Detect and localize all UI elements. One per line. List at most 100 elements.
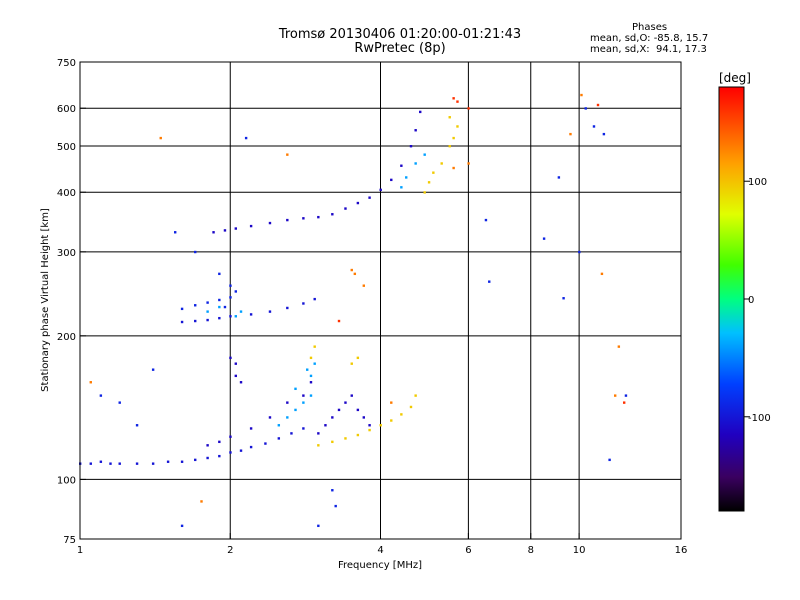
data-point bbox=[368, 196, 371, 199]
data-point bbox=[229, 435, 232, 438]
data-point bbox=[118, 462, 121, 465]
data-point bbox=[223, 229, 227, 232]
x-tick-label: 16 bbox=[675, 545, 688, 556]
phase-statistics: Phases mean, sd,O: -85.8, 15.7 mean, sd,… bbox=[590, 22, 790, 55]
data-point bbox=[229, 315, 232, 318]
data-point bbox=[368, 428, 371, 432]
y-tick-label: 100 bbox=[57, 475, 76, 486]
colorbar-unit: [deg] bbox=[719, 71, 751, 85]
data-point bbox=[569, 132, 572, 136]
data-point bbox=[344, 207, 347, 210]
data-point bbox=[337, 408, 341, 412]
data-point bbox=[467, 162, 470, 165]
data-point bbox=[309, 381, 313, 384]
data-point bbox=[337, 319, 341, 323]
data-point bbox=[194, 304, 197, 307]
data-point bbox=[608, 458, 611, 462]
data-point bbox=[99, 460, 103, 463]
data-point bbox=[578, 250, 581, 254]
x-tick-label: 10 bbox=[573, 545, 586, 556]
x-tick-label: 1 bbox=[77, 545, 83, 556]
data-point bbox=[302, 427, 305, 430]
data-point bbox=[390, 178, 393, 182]
data-point bbox=[613, 394, 617, 397]
data-point bbox=[302, 217, 305, 220]
colorbar-tick-label: 0 bbox=[748, 295, 754, 306]
data-point bbox=[286, 306, 289, 310]
data-point bbox=[452, 97, 455, 100]
data-point bbox=[390, 419, 393, 422]
data-point bbox=[456, 125, 459, 128]
data-point bbox=[331, 416, 334, 419]
data-point bbox=[617, 345, 621, 348]
colorbar-tick-label: 100 bbox=[748, 177, 767, 188]
data-point bbox=[118, 401, 121, 404]
data-point bbox=[317, 215, 320, 219]
data-point bbox=[180, 307, 184, 311]
data-point bbox=[409, 144, 413, 148]
data-point bbox=[400, 164, 403, 167]
data-point bbox=[229, 356, 232, 360]
data-point bbox=[356, 356, 360, 360]
data-point bbox=[180, 320, 184, 324]
data-point bbox=[313, 345, 316, 348]
data-point bbox=[317, 524, 320, 528]
data-point bbox=[135, 462, 139, 465]
data-point bbox=[89, 462, 92, 465]
data-point bbox=[414, 162, 417, 165]
data-point bbox=[99, 394, 103, 397]
data-point bbox=[135, 424, 139, 427]
data-point bbox=[414, 129, 417, 132]
data-point bbox=[557, 176, 561, 179]
y-tick-label: 300 bbox=[57, 248, 76, 259]
chart-title: Tromsø 20130406 01:20:00-01:21:43 bbox=[278, 27, 522, 42]
data-point bbox=[166, 460, 170, 463]
x-tick-label: 2 bbox=[227, 545, 233, 556]
data-point bbox=[286, 218, 289, 222]
data-point bbox=[109, 462, 112, 465]
colorbar-tick-label: -100 bbox=[748, 413, 771, 424]
data-point bbox=[542, 237, 546, 240]
data-point bbox=[218, 305, 221, 309]
data-point bbox=[317, 432, 320, 435]
data-point bbox=[286, 416, 289, 419]
data-point bbox=[302, 302, 305, 305]
data-point bbox=[234, 290, 238, 293]
data-point bbox=[277, 437, 281, 440]
data-point bbox=[212, 231, 215, 234]
data-point bbox=[286, 401, 289, 404]
y-tick-label: 500 bbox=[57, 142, 76, 153]
data-point bbox=[467, 107, 470, 110]
data-point bbox=[194, 319, 197, 323]
data-point bbox=[488, 280, 491, 283]
data-point bbox=[368, 424, 371, 427]
data-point bbox=[234, 227, 238, 230]
data-point bbox=[419, 110, 422, 114]
data-point bbox=[264, 442, 267, 445]
data-point bbox=[249, 313, 253, 316]
data-point bbox=[234, 315, 238, 318]
data-point bbox=[244, 136, 248, 140]
data-point bbox=[309, 394, 313, 397]
data-point bbox=[200, 500, 203, 503]
data-point bbox=[405, 176, 408, 179]
data-point bbox=[206, 444, 209, 447]
phase-heading: Phases bbox=[632, 22, 668, 33]
data-point bbox=[344, 401, 347, 404]
data-point bbox=[353, 272, 357, 276]
data-point bbox=[151, 368, 155, 371]
data-point bbox=[302, 394, 305, 397]
data-point bbox=[277, 424, 281, 427]
data-point bbox=[592, 125, 596, 128]
data-point bbox=[180, 460, 184, 463]
data-point bbox=[286, 153, 289, 156]
data-point bbox=[331, 440, 334, 444]
data-point bbox=[331, 213, 334, 216]
data-point bbox=[317, 444, 320, 447]
y-tick-label: 200 bbox=[57, 332, 76, 343]
data-point bbox=[218, 272, 221, 276]
y-axis-label: Stationary phase Virtual Height [km] bbox=[40, 208, 51, 392]
data-point bbox=[423, 191, 426, 194]
data-point bbox=[309, 356, 313, 360]
